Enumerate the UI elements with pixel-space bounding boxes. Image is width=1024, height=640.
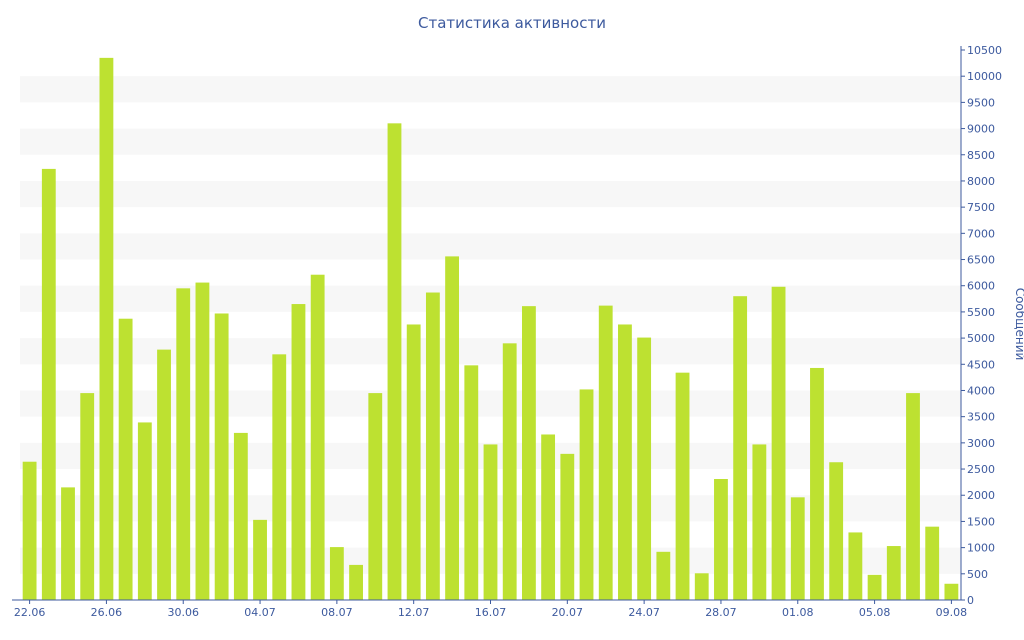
bar <box>61 487 75 600</box>
x-tick-label: 08.07 <box>321 606 353 619</box>
x-tick-label: 28.07 <box>705 606 737 619</box>
bar <box>99 57 114 601</box>
y-tick-label: 9000 <box>967 123 995 136</box>
y-tick-label: 10500 <box>967 44 1002 57</box>
bar <box>483 444 498 600</box>
bar <box>752 444 767 600</box>
x-axis: 22.06 26.06 30.06 04.07 08.07 12.07 16.07 20.07… <box>12 599 968 619</box>
bar <box>445 256 460 600</box>
y-tick-label: 4500 <box>967 358 995 371</box>
bar <box>233 432 248 600</box>
bar <box>137 422 152 600</box>
bar <box>387 123 402 600</box>
bar <box>656 551 671 600</box>
bar <box>675 372 690 600</box>
y-tick-label: 6000 <box>967 280 995 293</box>
y-tick-label: 7500 <box>967 201 995 214</box>
bar <box>848 532 863 600</box>
bar <box>579 389 594 600</box>
bar <box>214 313 229 600</box>
bar <box>349 564 363 600</box>
x-tick-label: 12.07 <box>398 606 430 619</box>
bar <box>425 292 440 600</box>
bar <box>598 305 613 600</box>
grid-band <box>20 285 961 312</box>
y-tick-label: 5000 <box>967 332 995 345</box>
y-tick-label: 3000 <box>967 437 995 450</box>
grid-band <box>20 128 961 155</box>
bar <box>502 343 517 600</box>
bar <box>694 573 709 600</box>
y-tick-label: 3500 <box>967 411 995 424</box>
y-tick-label: 500 <box>967 568 988 581</box>
bar <box>22 461 37 600</box>
bar <box>810 367 824 600</box>
grid-band <box>20 180 961 208</box>
bar <box>906 393 920 600</box>
y-tick-label: 4000 <box>967 384 995 397</box>
y-tick-label: 1500 <box>967 515 995 528</box>
chart-title: Статистика активности <box>418 14 606 32</box>
bar <box>253 519 267 600</box>
bar <box>464 365 479 600</box>
bar <box>829 462 844 600</box>
bar <box>195 282 210 600</box>
bar <box>790 497 805 600</box>
bar <box>406 324 421 600</box>
bar <box>80 393 95 600</box>
x-tick-label: 05.08 <box>859 606 891 619</box>
bar <box>886 546 901 600</box>
bar <box>714 479 728 600</box>
x-tick-label: 16.07 <box>475 606 507 619</box>
y-axis-title: Сообщений <box>1013 288 1024 361</box>
y-tick-label: 10000 <box>967 70 1002 83</box>
bar <box>867 574 882 600</box>
y-tick-label: 2500 <box>967 463 995 476</box>
bar <box>291 304 306 600</box>
bars <box>22 57 959 601</box>
x-tick-label: 09.08 <box>936 606 968 619</box>
bar <box>618 324 632 600</box>
y-tick-label: 1000 <box>967 542 995 555</box>
y-tick-label: 0 <box>967 594 974 607</box>
bar <box>272 354 287 600</box>
y-axis: 0 500 1000 1500 2000 2500 3000 3500 4000 4500 5000… <box>960 44 1002 607</box>
bar <box>733 296 748 600</box>
x-tick-label: 30.06 <box>167 606 199 619</box>
bar <box>329 547 344 600</box>
y-tick-label: 5500 <box>967 306 995 319</box>
bar <box>637 337 652 600</box>
x-tick-label: 24.07 <box>628 606 660 619</box>
y-tick-label: 6500 <box>967 254 995 267</box>
bar <box>368 393 383 600</box>
bar <box>41 168 56 600</box>
y-tick-label: 2000 <box>967 489 995 502</box>
bar <box>560 453 575 600</box>
bar <box>771 286 786 600</box>
bar <box>310 274 325 600</box>
bar <box>944 583 959 600</box>
bar <box>118 318 133 600</box>
bar <box>176 288 191 600</box>
y-tick-label: 8500 <box>967 149 995 162</box>
x-tick-label: 20.07 <box>552 606 584 619</box>
bar <box>541 434 556 600</box>
grid-band <box>20 76 961 103</box>
x-tick-label: 01.08 <box>782 606 814 619</box>
bar <box>157 349 171 600</box>
y-tick-label: 9500 <box>967 96 995 109</box>
x-tick-label: 04.07 <box>244 606 276 619</box>
bar <box>521 306 536 600</box>
grid-band <box>20 233 961 260</box>
bar <box>925 526 940 600</box>
x-tick-label: 22.06 <box>14 606 46 619</box>
y-tick-label: 8000 <box>967 175 995 188</box>
y-tick-label: 7000 <box>967 227 995 240</box>
x-tick-label: 26.06 <box>91 606 123 619</box>
